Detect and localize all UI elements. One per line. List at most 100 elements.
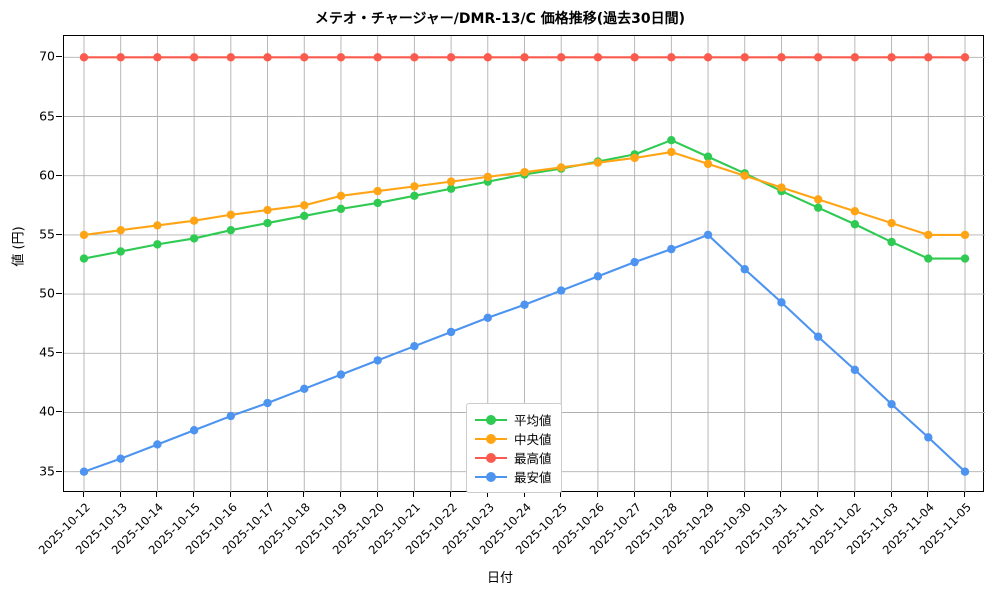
data-point xyxy=(960,467,970,476)
legend-swatch-icon xyxy=(475,470,507,484)
data-point xyxy=(924,230,933,240)
data-point xyxy=(226,225,236,235)
data-point xyxy=(703,159,713,169)
data-point xyxy=(593,158,603,167)
data-point xyxy=(189,53,199,62)
data-point xyxy=(960,254,970,263)
x-tick-mark xyxy=(633,492,635,497)
y-tick-mark xyxy=(56,470,62,472)
data-point xyxy=(263,205,272,215)
y-tick-label: 60 xyxy=(39,167,55,183)
data-point xyxy=(226,210,236,219)
y-tick-label: 35 xyxy=(39,463,55,479)
legend-swatch-icon xyxy=(475,413,507,427)
data-point xyxy=(410,191,419,201)
data-point xyxy=(263,53,272,62)
data-point xyxy=(226,411,236,421)
x-axis-tick-labels: 2025-10-12 2025-10-13 2025-10-14 2025-10-15… xyxy=(36,500,984,570)
data-point xyxy=(740,171,749,180)
legend-marker-dot xyxy=(486,452,496,463)
gridlines xyxy=(64,36,985,493)
x-tick-mark xyxy=(523,492,525,497)
data-point xyxy=(667,135,676,145)
y-tick-label: 40 xyxy=(39,403,55,419)
data-point xyxy=(630,257,639,267)
data-point xyxy=(777,298,786,307)
data-point xyxy=(667,244,676,254)
data-point xyxy=(924,254,933,263)
data-point xyxy=(520,167,529,177)
data-point xyxy=(373,356,382,365)
y-tick-label: 65 xyxy=(39,108,55,123)
legend-item-1[interactable]: 中央値 xyxy=(475,429,552,448)
y-tick-label: 50 xyxy=(39,285,55,301)
series-1 xyxy=(79,147,970,240)
data-point xyxy=(557,163,566,172)
data-point xyxy=(850,53,860,62)
x-tick-mark xyxy=(596,492,598,497)
data-point xyxy=(116,53,125,62)
data-point xyxy=(189,426,199,435)
x-tick-mark xyxy=(890,492,892,497)
series-3 xyxy=(79,230,970,476)
y-tick-mark xyxy=(56,352,62,354)
x-tick-mark xyxy=(853,492,855,497)
data-point xyxy=(226,53,236,62)
legend-item-0[interactable]: 平均値 xyxy=(475,410,552,429)
legend-label: 最高値 xyxy=(514,451,552,466)
data-point xyxy=(336,191,346,201)
x-tick-mark xyxy=(927,492,929,497)
data-point xyxy=(813,332,823,341)
legend-label: 最安値 xyxy=(514,470,552,485)
data-point xyxy=(887,53,896,62)
data-point xyxy=(446,53,456,62)
data-point xyxy=(740,53,749,62)
y-tick-mark xyxy=(56,293,62,295)
chart-legend: 平均値中央値最高値最安値 xyxy=(466,403,562,493)
data-point xyxy=(924,433,933,442)
data-point xyxy=(740,265,749,274)
x-tick-mark xyxy=(670,492,672,497)
x-tick-mark xyxy=(743,492,745,497)
data-point xyxy=(813,195,823,204)
data-point xyxy=(189,234,199,243)
data-point xyxy=(300,211,309,221)
data-point xyxy=(887,400,896,409)
data-point xyxy=(263,218,272,228)
legend-label: 中央値 xyxy=(514,432,552,447)
y-tick-mark xyxy=(56,56,62,58)
data-point xyxy=(703,230,713,240)
data-point xyxy=(960,230,970,240)
x-tick-mark xyxy=(229,492,231,497)
legend-marker-dot xyxy=(486,433,496,444)
data-point xyxy=(593,272,603,281)
x-tick-mark xyxy=(339,492,341,497)
legend-item-2[interactable]: 最高値 xyxy=(475,448,552,467)
x-tick-mark xyxy=(193,492,195,497)
data-point xyxy=(300,384,309,394)
y-axis-tick-labels: 35 40 45 50 55 60 65 70 xyxy=(0,35,55,492)
data-point xyxy=(116,454,125,463)
data-point xyxy=(336,370,346,379)
x-tick-mark xyxy=(303,492,305,497)
x-tick-mark xyxy=(964,492,965,497)
data-point xyxy=(483,172,492,182)
data-point xyxy=(446,184,456,193)
data-point xyxy=(300,53,309,62)
data-point xyxy=(153,221,162,230)
data-point xyxy=(79,230,89,240)
data-point xyxy=(850,207,860,216)
x-tick-mark xyxy=(413,492,415,497)
data-point xyxy=(153,240,162,249)
x-tick-mark xyxy=(156,492,158,497)
chart-title: メテオ・チャージャー/DMR-13/C 価格推移(過去30日間) xyxy=(314,11,686,27)
data-point xyxy=(630,153,639,163)
data-point xyxy=(263,398,272,408)
series-group xyxy=(79,53,970,476)
legend-item-3[interactable]: 最安値 xyxy=(475,467,552,486)
data-point xyxy=(703,53,713,62)
y-tick-label: 55 xyxy=(39,226,55,242)
data-point xyxy=(410,182,419,191)
x-tick-mark xyxy=(707,492,709,497)
